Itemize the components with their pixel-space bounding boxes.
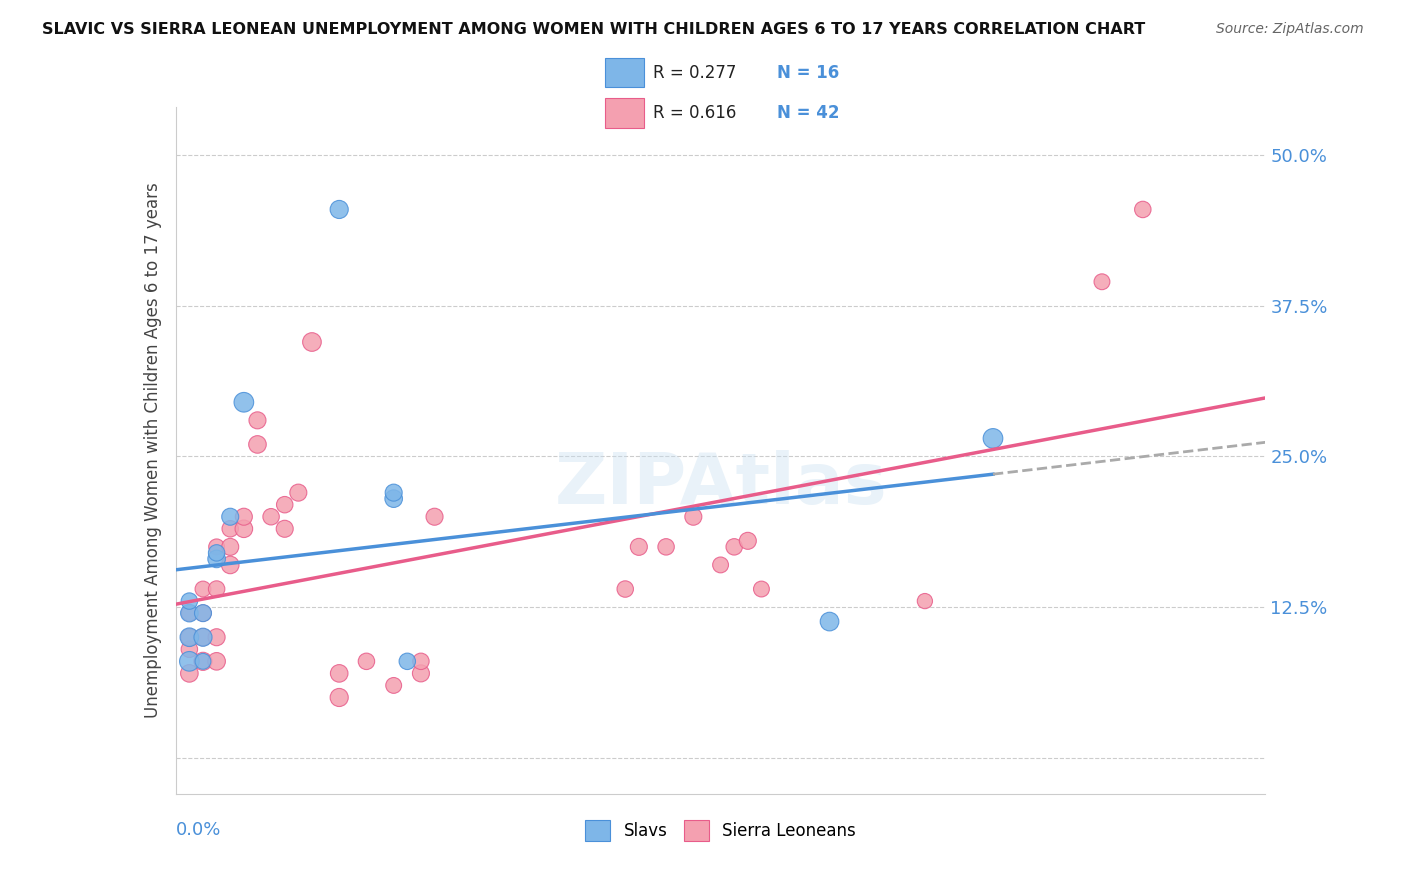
Point (205, 552, 228, 566)
Point (818, 615, 841, 629)
Point (219, 509, 242, 524)
Point (232, 509, 254, 524)
Legend: Slavs, Sierra Leoneans: Slavs, Sierra Leoneans (578, 814, 863, 847)
Point (179, 594, 201, 608)
Bar (606, 58, 644, 87)
Point (232, 395, 254, 409)
Point (205, 654, 228, 668)
Point (260, 509, 283, 524)
Point (191, 654, 214, 668)
Point (205, 540, 228, 554)
Point (981, 431, 1004, 445)
Point (409, 654, 432, 668)
Point (723, 540, 745, 554)
Point (191, 630, 214, 644)
Bar (606, 98, 644, 128)
Point (627, 540, 650, 554)
Point (232, 522, 254, 536)
Text: 0.0%: 0.0% (176, 822, 221, 839)
Point (219, 540, 242, 554)
Point (301, 334, 323, 349)
Point (328, 666, 350, 681)
Point (191, 582, 214, 596)
Point (914, 594, 936, 608)
Point (682, 509, 704, 524)
Point (274, 522, 297, 536)
Point (1132, 202, 1154, 217)
Point (179, 654, 201, 668)
Point (1091, 275, 1114, 289)
Point (409, 666, 432, 681)
Text: SLAVIC VS SIERRA LEONEAN UNEMPLOYMENT AMONG WOMEN WITH CHILDREN AGES 6 TO 17 YEA: SLAVIC VS SIERRA LEONEAN UNEMPLOYMENT AM… (42, 22, 1146, 37)
Point (356, 654, 378, 668)
Point (274, 498, 297, 512)
Point (191, 606, 214, 620)
Point (382, 678, 405, 692)
Point (328, 202, 350, 217)
Point (179, 630, 201, 644)
Point (246, 437, 269, 451)
Point (382, 491, 405, 506)
Point (287, 485, 309, 500)
Point (219, 522, 242, 536)
Point (191, 630, 214, 644)
Text: Source: ZipAtlas.com: Source: ZipAtlas.com (1216, 22, 1364, 37)
Point (179, 642, 201, 657)
Point (382, 485, 405, 500)
Point (179, 606, 201, 620)
Point (179, 606, 201, 620)
Point (205, 630, 228, 644)
Point (179, 630, 201, 644)
Point (328, 690, 350, 705)
Point (751, 582, 773, 596)
Point (710, 558, 733, 572)
Point (205, 582, 228, 596)
Point (246, 413, 269, 427)
Point (219, 558, 242, 572)
Text: ZIPAtlas: ZIPAtlas (554, 450, 887, 519)
Point (614, 582, 637, 596)
Point (396, 654, 419, 668)
Point (191, 606, 214, 620)
Point (205, 546, 228, 560)
Point (423, 509, 446, 524)
Point (655, 540, 678, 554)
Text: N = 16: N = 16 (776, 63, 839, 82)
Y-axis label: Unemployment Among Women with Children Ages 6 to 17 years: Unemployment Among Women with Children A… (143, 183, 162, 718)
Text: R = 0.616: R = 0.616 (652, 103, 735, 122)
Point (179, 666, 201, 681)
Text: N = 42: N = 42 (776, 103, 839, 122)
Point (737, 533, 759, 548)
Point (191, 654, 214, 668)
Text: R = 0.277: R = 0.277 (652, 63, 735, 82)
